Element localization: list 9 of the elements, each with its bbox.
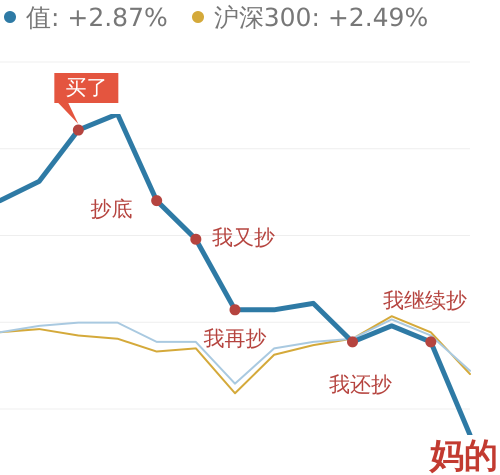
text: 买了 (65, 76, 108, 100)
text: 妈的 (428, 436, 498, 475)
annotation: 我还抄 (329, 372, 392, 396)
legend-label: 沪深300: +2.49% (214, 2, 428, 34)
annotation: 抄底 (90, 197, 133, 222)
annotation: 我继续抄 (382, 288, 467, 312)
legend-label: 值: +2.87% (26, 2, 168, 34)
annotation: 我再抄 (204, 326, 266, 350)
annotation: 我又抄 (212, 226, 275, 250)
